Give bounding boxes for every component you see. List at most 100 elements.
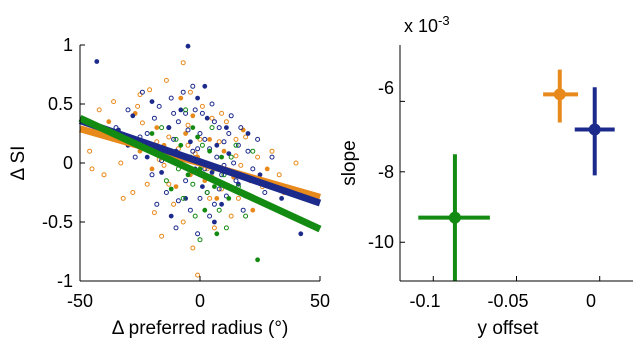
blue-filled-point: [204, 115, 210, 121]
blue-hollow-point: [173, 225, 179, 231]
blue-hollow-point: [190, 83, 196, 89]
green-filled-point: [212, 184, 217, 190]
left-ticks: [79, 44, 321, 282]
blue-hollow-point: [209, 101, 215, 107]
orange-filled-point: [264, 166, 270, 172]
blue-hollow-point: [187, 207, 193, 213]
blue-hollow-point: [175, 198, 181, 204]
green-hollow-point: [173, 136, 179, 142]
green-hollow-point: [228, 154, 234, 160]
orange-hollow-point: [139, 120, 145, 126]
blue-filled-point: [279, 196, 284, 201]
orange-hollow-point: [269, 148, 275, 154]
left-xtick-label: -50: [67, 291, 93, 311]
right-y-axis-label: slope: [339, 140, 360, 185]
orange-hollow-point: [211, 225, 217, 231]
orange-hollow-point: [147, 87, 153, 93]
blue-hollow-point: [216, 125, 222, 131]
green-hollow-point: [209, 125, 215, 131]
orange-hollow-point: [120, 195, 126, 201]
green-hollow-point: [159, 125, 165, 131]
left-ytick-label: 0.5: [48, 94, 73, 114]
green-fit-line: [78, 114, 322, 233]
orange-hollow-point: [223, 119, 229, 125]
blue-hollow-point: [223, 193, 229, 199]
orange-hollow-point: [185, 122, 191, 128]
left-ytick-label: -0.5: [42, 212, 73, 232]
blue-mean-point: [588, 123, 601, 136]
orange-filled-point: [173, 184, 179, 190]
blue-filled-point: [224, 125, 229, 130]
blue-hollow-point: [231, 160, 237, 166]
blue-hollow-point: [269, 154, 275, 160]
green-filled-point: [168, 186, 174, 192]
blue-filled-point: [149, 99, 155, 104]
blue-filled-point: [94, 59, 100, 64]
blue-filled-point: [185, 43, 191, 49]
green-hollow-point: [223, 225, 229, 231]
orange-hollow-point: [135, 103, 141, 109]
blue-hollow-point: [214, 154, 220, 160]
orange-filled-point: [240, 127, 246, 133]
blue-hollow-point: [132, 154, 138, 160]
orange-hollow-point: [187, 89, 193, 95]
orange-hollow-point: [190, 245, 196, 251]
blue-hollow-point: [262, 190, 268, 195]
orange-hollow-point: [166, 134, 172, 140]
orange-hollow-point: [197, 136, 203, 142]
blue-hollow-point: [149, 172, 155, 178]
orange-hollow-point: [207, 195, 213, 201]
green-hollow-point: [250, 148, 256, 154]
orange-hollow-point: [293, 160, 299, 166]
blue-filled-point: [202, 83, 208, 89]
orange-hollow-point: [235, 195, 241, 201]
green-mean-point: [448, 211, 461, 224]
blue-hollow-point: [180, 89, 186, 95]
green-filled-point: [219, 154, 225, 160]
right-scale-exponent: -3: [438, 13, 450, 28]
orange-hollow-point: [96, 107, 102, 113]
orange-hollow-point: [159, 233, 165, 239]
blue-hollow-point: [207, 213, 213, 219]
green-hollow-point: [233, 142, 239, 148]
right-ticks: [400, 100, 601, 281]
blue-filled-point: [144, 154, 150, 160]
green-filled-point: [226, 196, 232, 201]
blue-hollow-point: [195, 231, 201, 237]
blue-filled-point: [195, 95, 201, 101]
right-xtick-label: -0.05: [487, 291, 528, 311]
green-hollow-point: [192, 213, 198, 219]
orange-hollow-point: [228, 213, 234, 219]
orange-filled-point: [149, 166, 155, 172]
blue-hollow-point: [154, 201, 160, 207]
orange-hollow-point: [89, 166, 95, 172]
orange-hollow-point: [216, 139, 222, 145]
orange-hollow-point: [180, 219, 186, 225]
green-filled-point: [207, 148, 213, 154]
orange-hollow-point: [101, 172, 107, 178]
orange-filled-point: [183, 131, 189, 136]
green-filled-point: [214, 231, 220, 237]
blue-hollow-point: [183, 178, 189, 184]
blue-hollow-point: [185, 127, 191, 133]
blue-hollow-point: [197, 195, 203, 201]
right-xtick-label: -0.1: [409, 291, 440, 311]
blue-hollow-point: [221, 139, 227, 145]
blue-filled-point: [188, 139, 193, 145]
orange-filled-point: [250, 207, 256, 213]
orange-hollow-point: [185, 142, 191, 148]
blue-hollow-point: [190, 148, 196, 154]
right-errorbar-points: [418, 69, 615, 281]
blue-hollow-point: [245, 148, 251, 154]
green-hollow-point: [204, 190, 210, 195]
orange-hollow-point: [233, 153, 239, 159]
blue-filled-point: [130, 113, 136, 119]
blue-hollow-point: [144, 131, 150, 136]
orange-hollow-point: [166, 181, 172, 187]
right-ytick-label: -10: [368, 232, 394, 252]
orange-hollow-point: [144, 181, 150, 187]
blue-filled-point: [212, 219, 217, 225]
green-filled-point: [255, 257, 260, 263]
green-filled-point: [149, 131, 155, 136]
